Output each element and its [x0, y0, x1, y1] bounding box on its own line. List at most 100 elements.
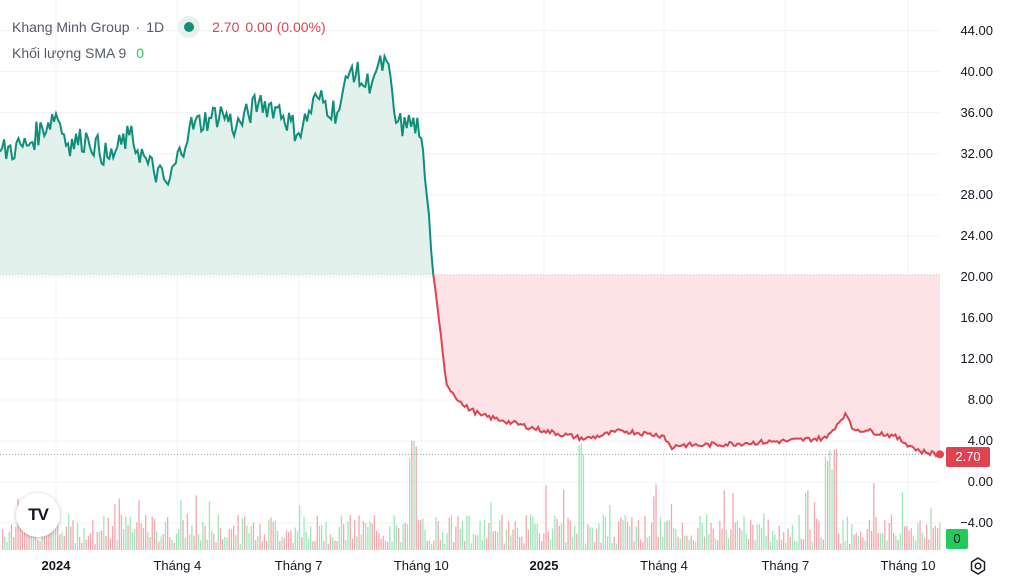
volume-bar — [549, 539, 552, 550]
volume-bar — [750, 520, 752, 550]
volume-bar — [92, 520, 94, 550]
volume-bar — [860, 531, 862, 550]
volume-bar — [464, 541, 466, 550]
volume-bar — [585, 543, 587, 550]
volume-bar — [712, 528, 714, 550]
volume-bar — [347, 521, 349, 550]
volume-bar — [538, 533, 541, 550]
volume-bar — [211, 530, 213, 550]
volume-bar — [901, 491, 904, 550]
volume-bar — [794, 540, 796, 550]
volume-bar — [98, 531, 101, 550]
settings-icon[interactable] — [968, 556, 988, 576]
volume-bar — [862, 537, 864, 550]
volume-bar — [54, 516, 57, 550]
symbol-name[interactable]: Khang Minh Group — [12, 19, 130, 35]
volume-bar — [246, 525, 248, 550]
volume-bar — [714, 538, 717, 550]
volume-bar — [789, 536, 791, 550]
volume-bar — [864, 540, 866, 550]
volume-bar — [21, 527, 24, 550]
interval-label[interactable]: 1D — [146, 19, 165, 35]
volume-bar — [406, 524, 409, 550]
volume-bar — [855, 532, 857, 550]
volume-bar — [844, 541, 846, 550]
volume-bar — [591, 527, 593, 550]
volume-bar — [327, 543, 329, 550]
volume-bar — [35, 531, 37, 550]
volume-bar — [226, 537, 228, 550]
volume-bar — [116, 540, 118, 550]
volume-bar — [937, 528, 939, 550]
volume-bar — [343, 524, 345, 550]
volume-bar — [653, 496, 655, 550]
y-tick-label: 8.00 — [967, 391, 993, 407]
volume-bar — [215, 542, 217, 550]
volume-bar — [829, 449, 831, 550]
volume-bar — [303, 516, 305, 550]
y-tick-label: 28.00 — [960, 186, 993, 202]
volume-tag: 0 — [946, 529, 968, 549]
volume-bar — [915, 540, 917, 550]
volume-bar — [600, 542, 602, 550]
volume-bar — [90, 533, 92, 550]
volume-bar — [450, 514, 453, 550]
market-status-icon[interactable] — [178, 16, 201, 38]
volume-bar — [582, 454, 585, 550]
volume-bar — [219, 527, 222, 550]
volume-bar — [39, 541, 41, 550]
volume-bar — [791, 524, 794, 550]
volume-bar — [83, 527, 85, 550]
tradingview-logo[interactable]: TV — [16, 493, 60, 537]
volume-bar — [59, 534, 61, 550]
volume-bar — [706, 514, 708, 550]
volume-bar — [453, 541, 455, 550]
chart-legend-volume: Khối lượng SMA 9 0 — [12, 45, 144, 61]
y-tick-label: 24.00 — [960, 227, 993, 243]
volume-bar — [204, 525, 206, 550]
volume-bar — [301, 537, 303, 550]
volume-bar — [618, 521, 620, 550]
volume-bar — [13, 536, 15, 550]
volume-bar — [439, 540, 442, 550]
volume-bar — [136, 522, 138, 550]
volume-bar — [459, 528, 461, 550]
volume-bar — [719, 520, 721, 550]
volume-bar — [371, 523, 373, 550]
volume-bar — [15, 527, 17, 550]
volume-bar — [129, 516, 131, 550]
volume-bar — [846, 516, 849, 550]
volume-bar — [798, 514, 800, 550]
y-tick-label: 36.00 — [960, 104, 993, 120]
volume-bar — [525, 515, 527, 550]
volume-bar — [415, 446, 417, 550]
volume-bar — [41, 523, 43, 550]
volume-bar — [239, 543, 241, 550]
volume-bar — [743, 516, 745, 550]
volume-bar — [74, 543, 76, 550]
volume-bar — [428, 539, 431, 550]
volume-bar — [598, 523, 600, 550]
volume-bar — [4, 536, 6, 550]
volume-bar — [710, 523, 712, 550]
volume-bar — [620, 517, 622, 550]
volume-bar — [323, 541, 325, 550]
volume-bar — [318, 525, 321, 550]
volume-bar — [831, 469, 833, 550]
volume-bar — [800, 538, 802, 550]
volume-bar — [167, 516, 169, 550]
volume-bar — [184, 537, 186, 550]
volume-indicator-label[interactable]: Khối lượng SMA 9 — [12, 45, 127, 61]
volume-bar — [853, 534, 855, 550]
volume-bar — [96, 531, 98, 550]
volume-bar — [508, 521, 510, 550]
volume-bar — [574, 525, 576, 550]
volume-bar — [431, 543, 433, 550]
volume-bar — [838, 533, 840, 550]
volume-bar — [776, 539, 778, 550]
volume-bar — [732, 492, 734, 550]
volume-bar — [697, 528, 699, 550]
volume-bar — [193, 535, 195, 550]
volume-bar — [728, 538, 730, 550]
